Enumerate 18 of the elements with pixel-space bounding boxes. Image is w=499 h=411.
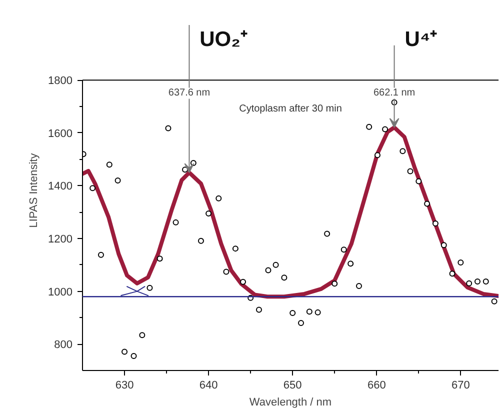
annotation: UO₂⁺ bbox=[200, 28, 248, 52]
x-tick-label: 670 bbox=[452, 380, 470, 392]
y-axis-title: LIPAS Intensity bbox=[28, 152, 40, 228]
x-tick-label: 660 bbox=[367, 380, 386, 392]
y-tick-label: 1400 bbox=[48, 180, 73, 193]
annotation: Cytoplasm after 30 min bbox=[239, 104, 342, 115]
annotation: U⁴⁺ bbox=[404, 28, 438, 52]
annotation: 637.6 nm bbox=[168, 88, 210, 99]
y-tick-label: 1200 bbox=[48, 234, 73, 246]
x-tick-label: 650 bbox=[283, 380, 302, 392]
x-tick-label: 630 bbox=[115, 380, 134, 392]
x-tick-label: 640 bbox=[199, 380, 218, 392]
y-tick-label: 800 bbox=[54, 339, 73, 352]
y-tick-label: 1600 bbox=[48, 128, 73, 140]
annotation: 662.1 nm bbox=[373, 88, 416, 99]
x-axis-title: Wavelength / nm bbox=[249, 396, 332, 408]
y-tick-label: 1000 bbox=[48, 286, 73, 298]
y-tick-label: 1800 bbox=[48, 75, 73, 88]
